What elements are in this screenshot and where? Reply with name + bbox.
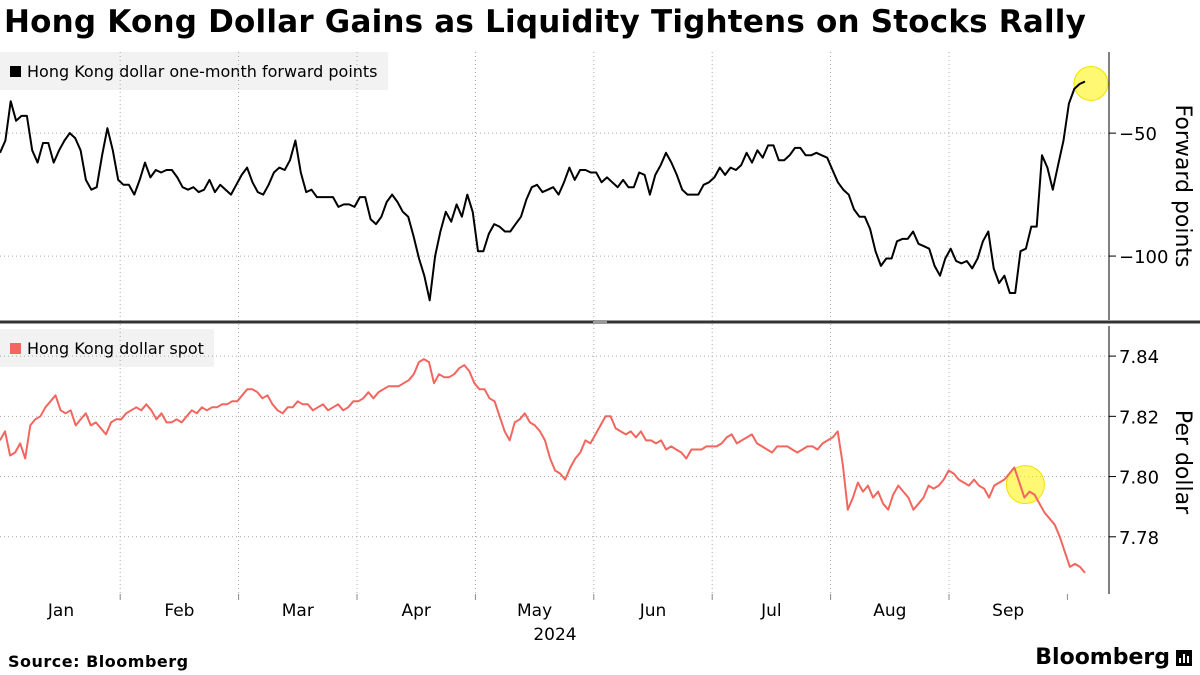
spot-latest-highlight xyxy=(1005,465,1045,505)
month-label-may: May xyxy=(517,601,552,621)
bloomberg-bars-icon xyxy=(1176,649,1192,666)
month-gridlines xyxy=(119,52,950,594)
source-note: Source: Bloomberg xyxy=(8,652,189,671)
panel-divider-handle xyxy=(593,321,607,323)
forward-latest-highlight xyxy=(1073,66,1109,102)
spot-legend: Hong Kong dollar spot xyxy=(0,329,214,367)
spot-legend-label: Hong Kong dollar spot xyxy=(27,338,204,358)
spot-line xyxy=(0,358,1086,574)
month-label-jan: Jan xyxy=(47,601,74,621)
chart-title: Hong Kong Dollar Gains as Liquidity Tigh… xyxy=(4,4,1087,40)
spot-y-ticks: 7.84 7.82 7.80 7.78 xyxy=(1109,347,1159,549)
spot-legend-swatch xyxy=(10,342,21,354)
forward-points-legend: Hong Kong dollar one-month forward point… xyxy=(0,52,388,90)
forward-points-line xyxy=(0,80,1086,302)
forward-legend-label: Hong Kong dollar one-month forward point… xyxy=(27,61,378,81)
month-label-feb: Feb xyxy=(164,601,194,621)
month-label-jul: Jul xyxy=(760,601,782,621)
forward-tick-label-1: −100 xyxy=(1119,247,1168,268)
forward-gridlines xyxy=(0,132,1109,257)
brand-name: Bloomberg xyxy=(1035,645,1170,670)
spot-tick-label-1: 7.82 xyxy=(1119,407,1159,428)
month-label-sep: Sep xyxy=(992,601,1024,621)
month-label-aug: Aug xyxy=(873,601,906,621)
forward-legend-swatch xyxy=(10,65,21,77)
month-label-apr: Apr xyxy=(401,601,430,621)
forward-y-ticks: −50 −100 xyxy=(1109,124,1168,268)
spot-y-label: Per dollar xyxy=(1170,410,1195,515)
month-label-jun: Jun xyxy=(639,601,667,621)
forward-y-label: Forward points xyxy=(1170,104,1195,267)
spot-tick-label-2: 7.80 xyxy=(1119,468,1159,489)
bloomberg-logo: Bloomberg xyxy=(1035,645,1192,670)
forward-tick-label-0: −50 xyxy=(1119,124,1157,145)
spot-gridlines xyxy=(0,355,1109,538)
month-labels: Jan Feb Mar Apr May Jun Jul Aug Sep xyxy=(47,594,1068,621)
month-label-mar: Mar xyxy=(282,601,314,621)
year-label: 2024 xyxy=(533,625,576,645)
spot-tick-label-0: 7.84 xyxy=(1119,347,1159,368)
spot-tick-label-3: 7.78 xyxy=(1119,528,1159,549)
